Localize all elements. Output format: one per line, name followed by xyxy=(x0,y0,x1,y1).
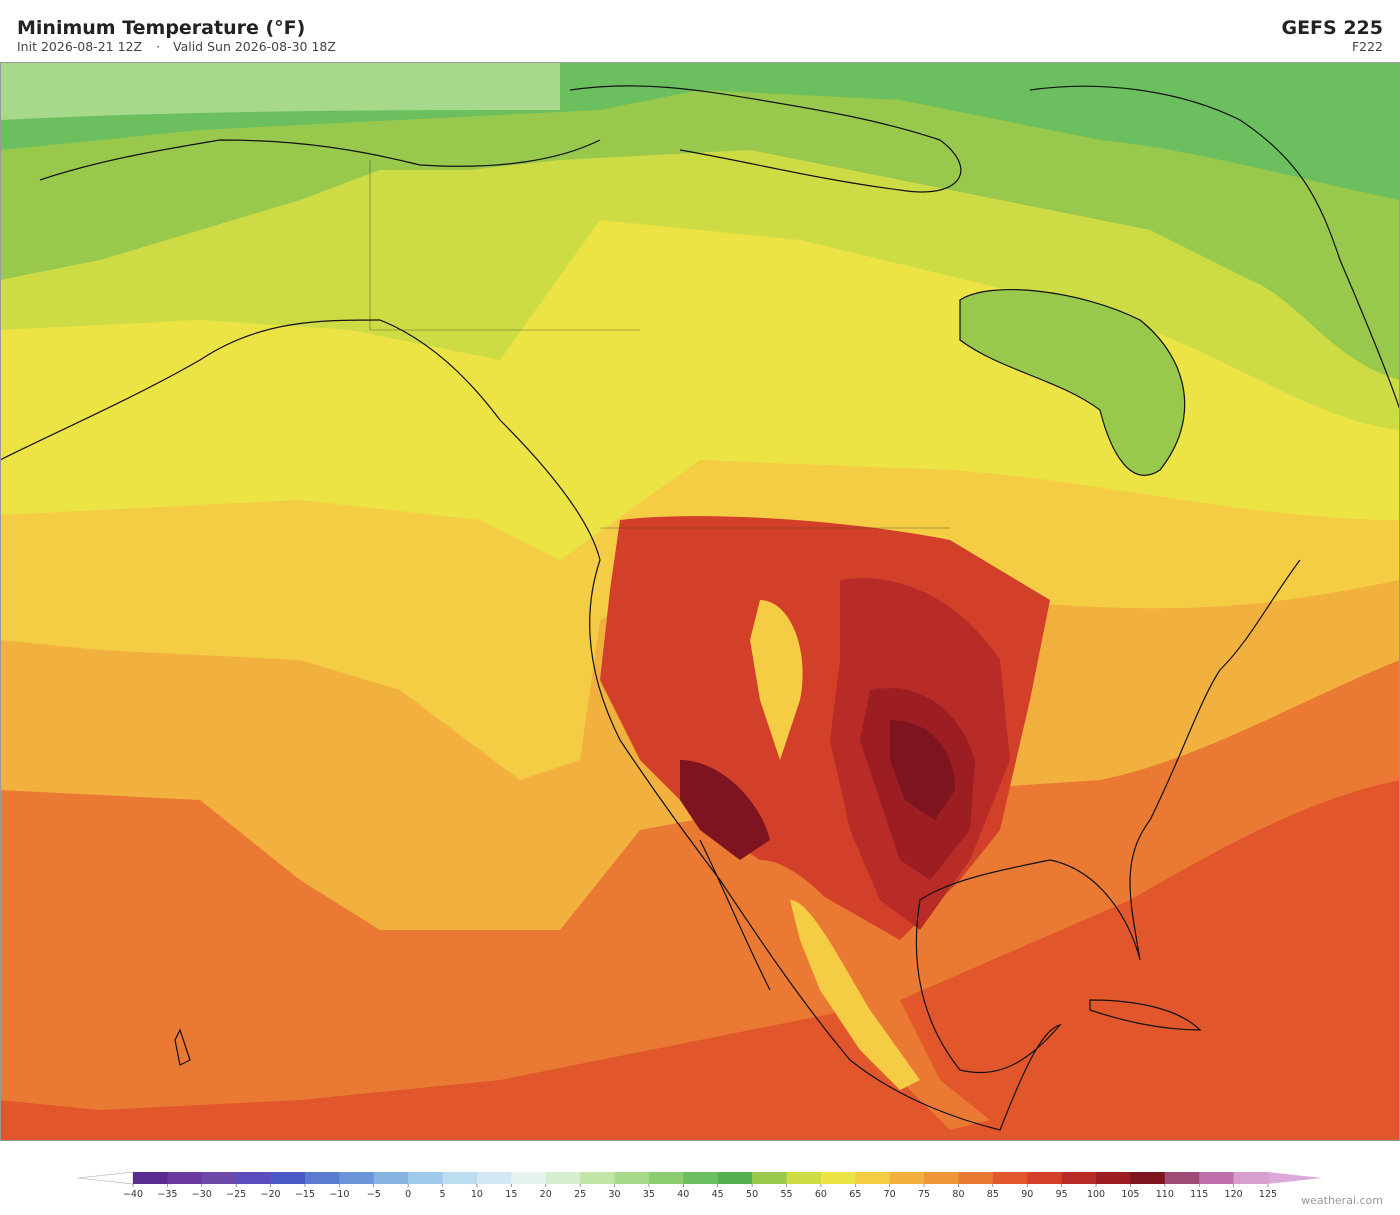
coastline xyxy=(1089,999,1202,1031)
colorbar-segment xyxy=(304,1172,340,1184)
colorbar-segment xyxy=(786,1172,822,1184)
tick-label: 0 xyxy=(405,1189,411,1200)
coastline xyxy=(959,288,1186,476)
coastline xyxy=(569,85,962,193)
temp-field xyxy=(0,62,1400,380)
tick-label: 10 xyxy=(471,1189,483,1200)
colorbar-segment xyxy=(992,1172,1028,1184)
tick-label: 100 xyxy=(1087,1189,1105,1200)
colorbar-segment xyxy=(1096,1172,1131,1184)
colorbar-over xyxy=(1268,1172,1322,1184)
colorbar-segment xyxy=(683,1172,718,1184)
tick-label: 15 xyxy=(505,1189,517,1200)
tick-label: −35 xyxy=(157,1189,177,1200)
colorbar-segment xyxy=(1199,1172,1234,1184)
credit: weatherai.com xyxy=(1301,1194,1383,1207)
coastline xyxy=(174,1028,191,1066)
tick-label: 70 xyxy=(884,1189,896,1200)
colorbar-segment xyxy=(201,1172,237,1184)
init-time: Init 2026-08-21 12Z xyxy=(17,39,142,54)
tick-label: −15 xyxy=(295,1189,315,1200)
colorbar-segment xyxy=(133,1172,168,1184)
colorbar-under xyxy=(77,1171,134,1185)
colorbar-segment xyxy=(236,1172,271,1184)
colorbar-segment xyxy=(924,1172,959,1184)
coastline xyxy=(39,139,601,181)
valid-time: Valid Sun 2026-08-30 18Z xyxy=(173,39,336,54)
colorbar-segment xyxy=(889,1172,925,1184)
tick-label: 115 xyxy=(1190,1189,1208,1200)
temp-field xyxy=(790,900,920,1090)
colorbar-segment xyxy=(167,1172,203,1184)
coastline xyxy=(1029,85,1400,411)
title: Minimum Temperature (°F) xyxy=(17,17,305,39)
colorbar-segment xyxy=(373,1172,409,1184)
tick-label: −25 xyxy=(226,1189,246,1200)
border xyxy=(369,160,950,529)
tick-label: 50 xyxy=(746,1189,758,1200)
colorbar-segment xyxy=(270,1172,306,1184)
frame: F222 xyxy=(1352,39,1383,54)
colorbar-segment xyxy=(820,1172,856,1184)
tick-label: 5 xyxy=(440,1189,446,1200)
map xyxy=(0,62,1400,1141)
tick-label: 45 xyxy=(712,1189,724,1200)
separator: · xyxy=(156,39,160,54)
tick-label: 105 xyxy=(1121,1189,1139,1200)
tick-label: 75 xyxy=(918,1189,930,1200)
tick-label: 120 xyxy=(1225,1189,1243,1200)
tick-label: 90 xyxy=(1021,1189,1033,1200)
colorbar-segment xyxy=(648,1172,684,1184)
tick-label: 95 xyxy=(1056,1189,1068,1200)
tick-label: 55 xyxy=(780,1189,792,1200)
coastline xyxy=(699,839,771,991)
colorbar-segment xyxy=(339,1172,375,1184)
temp-field xyxy=(750,600,803,760)
colorbar-segment xyxy=(614,1172,650,1184)
temp-field xyxy=(890,720,955,820)
tick-label: 125 xyxy=(1259,1189,1277,1200)
colorbar-segment xyxy=(1233,1172,1269,1184)
coastline xyxy=(0,319,1301,1131)
tick-label: 85 xyxy=(987,1189,999,1200)
tick-label: −10 xyxy=(329,1189,349,1200)
tick-label: −20 xyxy=(261,1189,281,1200)
colorbar-segment xyxy=(442,1172,478,1184)
temp-field xyxy=(0,62,560,120)
colorbar-segment xyxy=(752,1172,787,1184)
tick-label: 20 xyxy=(540,1189,552,1200)
colorbar-segment xyxy=(545,1172,581,1184)
tick-label: 80 xyxy=(952,1189,964,1200)
colorbar-segment xyxy=(511,1172,547,1184)
tick-label: 25 xyxy=(574,1189,586,1200)
colorbar-segment xyxy=(717,1172,753,1184)
tick-label: 35 xyxy=(643,1189,655,1200)
tick-label: 110 xyxy=(1156,1189,1174,1200)
colorbar-segment xyxy=(1164,1172,1200,1184)
colorbar-segment xyxy=(476,1172,512,1184)
tick-label: 60 xyxy=(815,1189,827,1200)
colorbar-segment xyxy=(958,1172,994,1184)
colorbar: −40 −35 −30 −25 −20 −15 −10 −5 0 5 10 15 20 25 30 35 40 4… xyxy=(77,1171,1322,1200)
tick-label: −30 xyxy=(192,1189,212,1200)
tick-label: 30 xyxy=(608,1189,620,1200)
colorbar-segment xyxy=(1061,1172,1097,1184)
colorbar-segment xyxy=(1130,1172,1166,1184)
colorbar-segment xyxy=(855,1172,890,1184)
tick-label: 40 xyxy=(677,1189,689,1200)
temp-field xyxy=(960,289,1185,476)
colorbar-segment xyxy=(580,1172,615,1184)
colorbar-segment xyxy=(408,1172,443,1184)
tick-label: −5 xyxy=(367,1189,381,1200)
model: GEFS 225 xyxy=(1281,17,1383,39)
colorbar-segment xyxy=(1027,1172,1062,1184)
tick-label: 65 xyxy=(849,1189,861,1200)
temp-field xyxy=(680,760,770,860)
tick-label: −40 xyxy=(123,1189,143,1200)
